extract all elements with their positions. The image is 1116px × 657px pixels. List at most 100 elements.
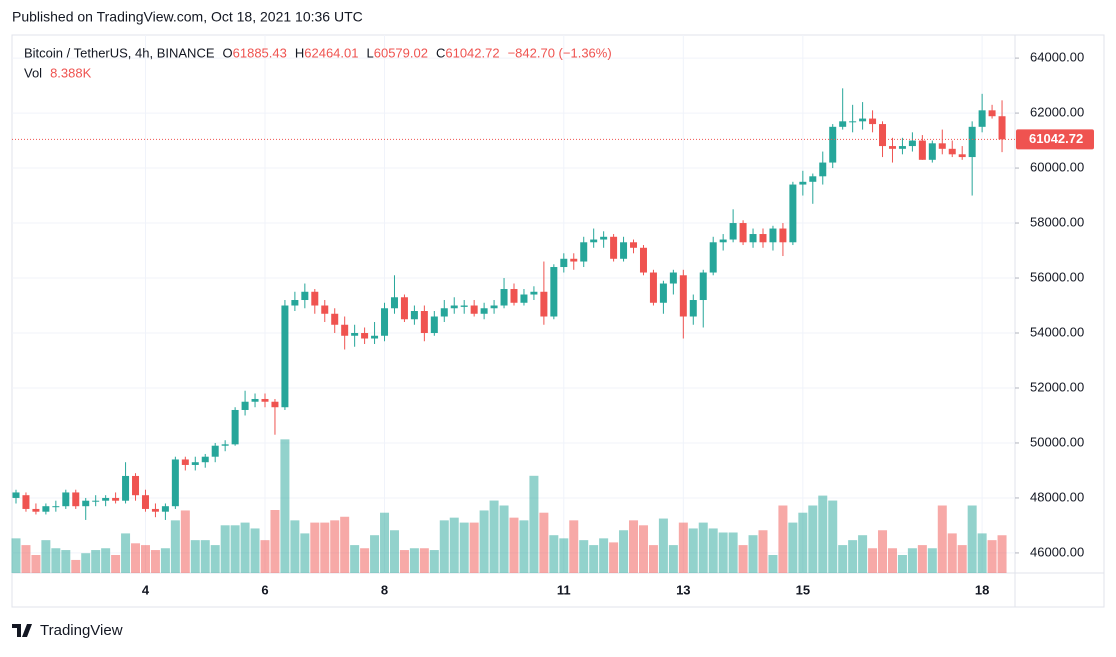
candle-body [490,305,498,309]
ohlc-value: 60579.02 [374,45,428,60]
candle-body [918,140,926,160]
volume-bar [160,548,170,573]
volume-bar [429,550,439,573]
candle-body [32,508,40,512]
volume-bar [559,538,569,573]
volume-bar [778,505,788,573]
volume-bar [878,530,888,573]
x-tick-label: 13 [676,582,690,597]
candle-body [610,236,618,259]
volume-bar [937,505,947,573]
ohlc-prefix: O [223,45,233,60]
candle-body [560,258,568,268]
volume-bar [81,553,91,573]
candle-body [241,401,249,410]
volume-bar [987,540,997,573]
y-tick-label: 48000.00 [1030,489,1084,504]
candle-body [261,398,269,402]
candle-body [361,333,369,339]
volume-bar [310,522,320,573]
volume-bar [907,548,917,573]
candle-body [92,500,100,502]
candle-body [809,176,817,182]
volume-bar [260,540,270,573]
volume-bar [190,540,200,573]
candle-body [510,289,518,303]
symbol: Bitcoin / TetherUS, 4h, BINANCE [24,45,215,60]
candle-body [321,305,329,314]
volume-bar [589,545,599,573]
volume-title: Vol [24,65,42,80]
candle-body [869,118,877,125]
volume-bar [449,517,459,573]
volume-bar [499,505,509,573]
volume-bar [768,555,778,573]
volume-bar [71,559,81,573]
volume-bar [738,545,748,573]
candle-body [968,126,976,158]
volume-bar [947,533,957,573]
volume-bar [459,522,469,573]
volume-bar [818,495,828,573]
candle-body [371,335,379,339]
ohlc-value: 62464.01 [304,45,358,60]
candle-body [699,272,707,301]
candle-body [958,154,966,158]
volume-bar [270,510,280,573]
candle-body [520,294,528,303]
candle-body [122,475,130,501]
candle-body [570,258,578,262]
candle-body [799,181,807,185]
volume-bar [121,533,131,573]
candle-body [62,492,70,507]
y-tick-label: 52000.00 [1030,379,1084,394]
candle-body [141,495,149,509]
volume-bar [111,555,121,573]
volume-bar [599,538,609,573]
volume-bar [848,540,858,573]
volume-bar [300,533,310,573]
volume-bar [350,545,360,573]
candle-body [211,445,219,457]
volume-bar [897,555,907,573]
volume-bar [340,516,350,573]
candles [12,88,1006,520]
x-tick-label: 11 [557,582,571,597]
candle-body [72,492,80,507]
volume-bar [967,505,977,573]
candle-body [580,242,588,262]
volume-bar [629,520,639,573]
volume-bar [320,522,330,573]
candle-body [649,272,657,303]
candle-body [859,118,867,122]
last-price-label: 61042.72 [1029,131,1083,146]
volume-bar [748,535,758,573]
frame [11,34,1105,608]
volume-bar [240,522,250,573]
candle-body [590,239,598,243]
candle-body [400,297,408,320]
volume-bar [917,545,927,573]
y-tick-label: 62000.00 [1030,105,1084,120]
y-tick-label: 50000.00 [1030,434,1084,449]
volume-bar [21,545,31,573]
candle-body [908,140,916,147]
volume-bar [648,545,658,573]
volume-bar [439,520,449,573]
volume-bar [957,545,967,573]
footer: TradingView [40,622,123,639]
volume-bar [51,548,61,573]
candle-body [291,300,299,306]
candle-body [659,283,667,303]
volume-bar [11,538,21,573]
candle-body [898,146,906,149]
volume-bar [61,550,71,573]
y-tick-label: 60000.00 [1030,159,1084,174]
candle-body [102,497,110,501]
y-tick-label: 64000.00 [1030,50,1084,65]
header: Published on TradingView.com, Oct 18, 20… [12,9,363,25]
volume-bar [529,475,539,573]
candle-body [988,110,996,117]
candle-body [879,124,887,147]
